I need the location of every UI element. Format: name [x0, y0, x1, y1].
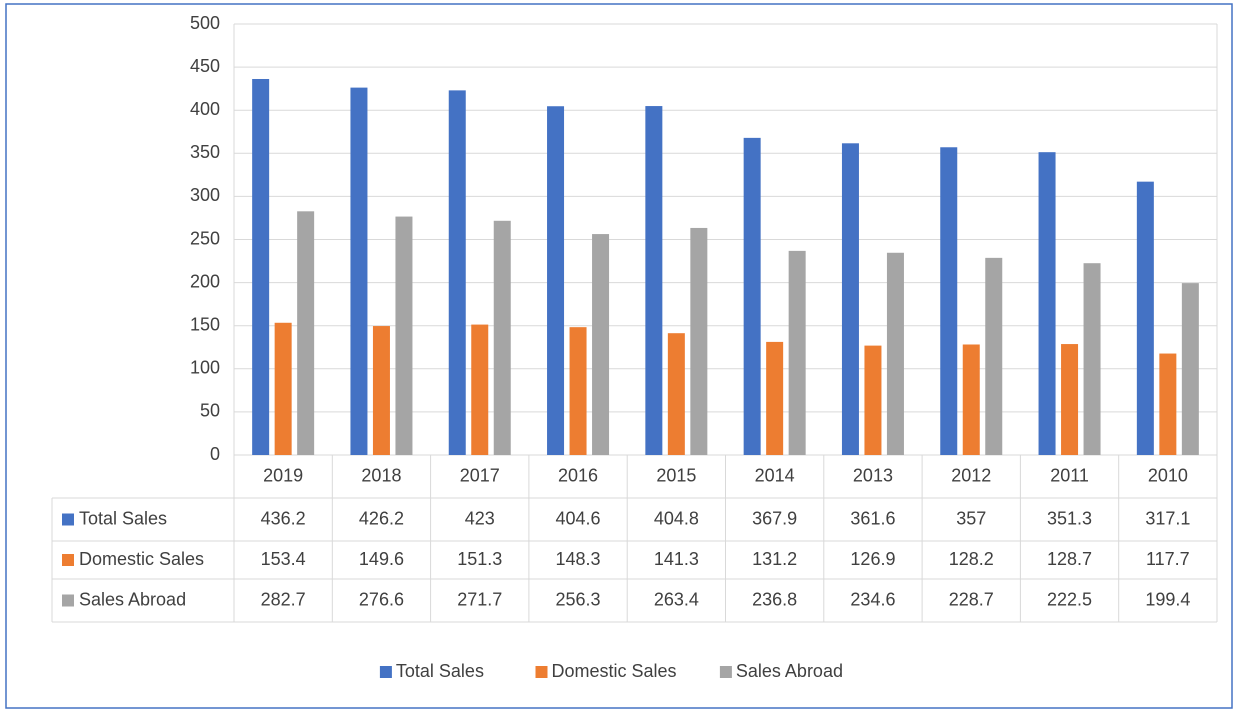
- bar: [592, 234, 610, 455]
- table-cell: 153.4: [261, 549, 306, 569]
- bar: [1061, 344, 1079, 455]
- x-tick-label: 2010: [1148, 465, 1188, 485]
- chart-border: [5, 3, 1233, 709]
- bar: [1038, 152, 1056, 456]
- bar: [448, 90, 466, 456]
- x-tick-label: 2014: [755, 465, 795, 485]
- table-cell: 131.2: [752, 549, 797, 569]
- bar: [1083, 263, 1101, 455]
- table-cell: 426.2: [359, 508, 404, 528]
- x-tick-label: 2016: [558, 465, 598, 485]
- y-tick-label: 200: [190, 271, 220, 291]
- x-tick-label: 2012: [951, 465, 991, 485]
- bar: [766, 341, 784, 455]
- y-tick-label: 350: [190, 142, 220, 162]
- table-cell: 367.9: [752, 508, 797, 528]
- bar: [667, 333, 685, 455]
- table-cell: 149.6: [359, 549, 404, 569]
- table-cell: 126.9: [850, 549, 895, 569]
- table-cell: 128.2: [949, 549, 994, 569]
- bar: [395, 216, 413, 455]
- legend-label: Sales Abroad: [736, 661, 843, 681]
- bar: [985, 257, 1003, 455]
- x-tick-label: 2013: [853, 465, 893, 485]
- y-tick-label: 500: [190, 13, 220, 33]
- bar: [690, 227, 708, 455]
- table-cell: 351.3: [1047, 508, 1092, 528]
- bar: [886, 252, 904, 455]
- table-cell: 361.6: [850, 508, 895, 528]
- y-tick-label: 300: [190, 185, 220, 205]
- table-row-label: Sales Abroad: [79, 589, 186, 609]
- table-row-label: Domestic Sales: [79, 549, 204, 569]
- x-tick-label: 2011: [1050, 465, 1089, 485]
- bar: [1136, 181, 1154, 456]
- bar: [1181, 283, 1199, 455]
- bar: [350, 87, 368, 455]
- bar: [493, 220, 511, 455]
- table-cell: 236.8: [752, 589, 797, 609]
- y-tick-label: 250: [190, 228, 220, 248]
- table-cell: 282.7: [261, 589, 306, 609]
- table-legend-key: [62, 554, 74, 566]
- bar: [788, 250, 806, 455]
- table-cell: 357: [956, 508, 986, 528]
- legend-label: Total Sales: [396, 661, 484, 681]
- table-cell: 423: [465, 508, 495, 528]
- legend-label: Domestic Sales: [552, 661, 677, 681]
- bar: [962, 344, 980, 455]
- x-tick-label: 2019: [263, 465, 303, 485]
- table-cell: 436.2: [261, 508, 306, 528]
- x-tick-label: 2017: [460, 465, 500, 485]
- bar: [297, 211, 315, 455]
- table-cell: 317.1: [1145, 508, 1190, 528]
- bar: [841, 143, 859, 456]
- y-tick-label: 150: [190, 314, 220, 334]
- x-tick-label: 2018: [361, 465, 401, 485]
- legend-key: [719, 666, 732, 678]
- y-tick-label: 50: [200, 401, 220, 421]
- table-cell: 148.3: [556, 549, 601, 569]
- table-cell: 271.7: [457, 589, 502, 609]
- table-cell: 228.7: [949, 589, 994, 609]
- table-legend-key: [62, 513, 74, 526]
- table-legend-key: [62, 594, 74, 607]
- y-tick-label: 400: [190, 99, 220, 119]
- y-tick-label: 100: [190, 358, 220, 378]
- table-cell: 263.4: [654, 589, 699, 609]
- bar: [547, 106, 565, 455]
- bar: [864, 345, 882, 455]
- table-cell: 128.7: [1047, 549, 1092, 569]
- bar: [569, 327, 587, 455]
- table-row-label: Total Sales: [79, 508, 167, 528]
- bar: [743, 137, 761, 456]
- table-cell: 256.3: [556, 589, 601, 609]
- bar: [471, 324, 489, 455]
- bar: [940, 147, 958, 456]
- table-cell: 141.3: [654, 549, 699, 569]
- bar: [252, 78, 270, 455]
- bar: [645, 106, 663, 455]
- table-cell: 276.6: [359, 589, 404, 609]
- legend-key: [535, 666, 548, 678]
- table-cell: 234.6: [850, 589, 895, 609]
- table-cell: 222.5: [1047, 589, 1092, 609]
- table-cell: 404.6: [556, 508, 601, 528]
- table-cell: 404.8: [654, 508, 699, 528]
- table-cell: 151.3: [457, 549, 502, 569]
- y-tick-label: 0: [210, 444, 220, 464]
- bar: [372, 326, 390, 455]
- bar: [274, 322, 292, 455]
- table-cell: 117.7: [1146, 549, 1190, 569]
- table-cell: 199.4: [1145, 589, 1190, 609]
- legend-key: [379, 666, 392, 678]
- x-tick-label: 2015: [656, 465, 696, 485]
- bar: [1159, 353, 1177, 455]
- y-tick-label: 450: [190, 56, 220, 76]
